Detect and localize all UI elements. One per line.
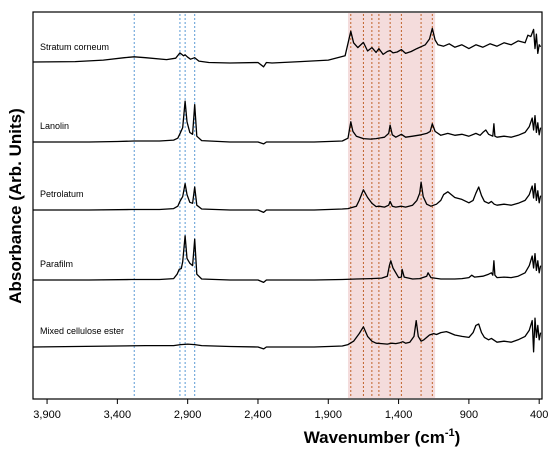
x-tick-label: 1,400 [385,409,413,421]
series-labels: Stratum corneum Lanolin Petrolatum Parafilm… [40,42,124,336]
series-layer [32,27,542,353]
series-line-petrolatum [33,181,542,214]
y-axis-title: Absorbance (Arb. Units) [6,108,25,304]
x-tick-label: 3,900 [33,409,61,421]
series-label-lanolin: Lanolin [40,121,69,131]
x-axis-ticks: 3,900 3,400 2,900 2,400 1,900 1,400 900 400 [33,399,548,421]
series-line-lanolin [33,100,542,145]
series-line-mixed-cellulose-ester [32,317,542,353]
series-label-mixed-cellulose-ester: Mixed cellulose ester [40,326,124,336]
x-axis-title: Wavenumber (cm-1) [304,427,461,447]
series-label-petrolatum: Petrolatum [40,189,84,199]
x-tick-label: 400 [530,409,548,421]
x-tick-label: 1,900 [315,409,343,421]
series-label-stratum-corneum: Stratum corneum [40,42,109,52]
series-label-parafilm: Parafilm [40,259,73,269]
x-tick-label: 900 [460,409,478,421]
x-tick-label: 2,400 [244,409,272,421]
x-tick-label: 3,400 [104,409,132,421]
series-line-stratum-corneum [32,27,542,68]
series-line-parafilm [33,235,542,284]
x-tick-label: 2,900 [174,409,202,421]
plot-frame [32,11,543,400]
